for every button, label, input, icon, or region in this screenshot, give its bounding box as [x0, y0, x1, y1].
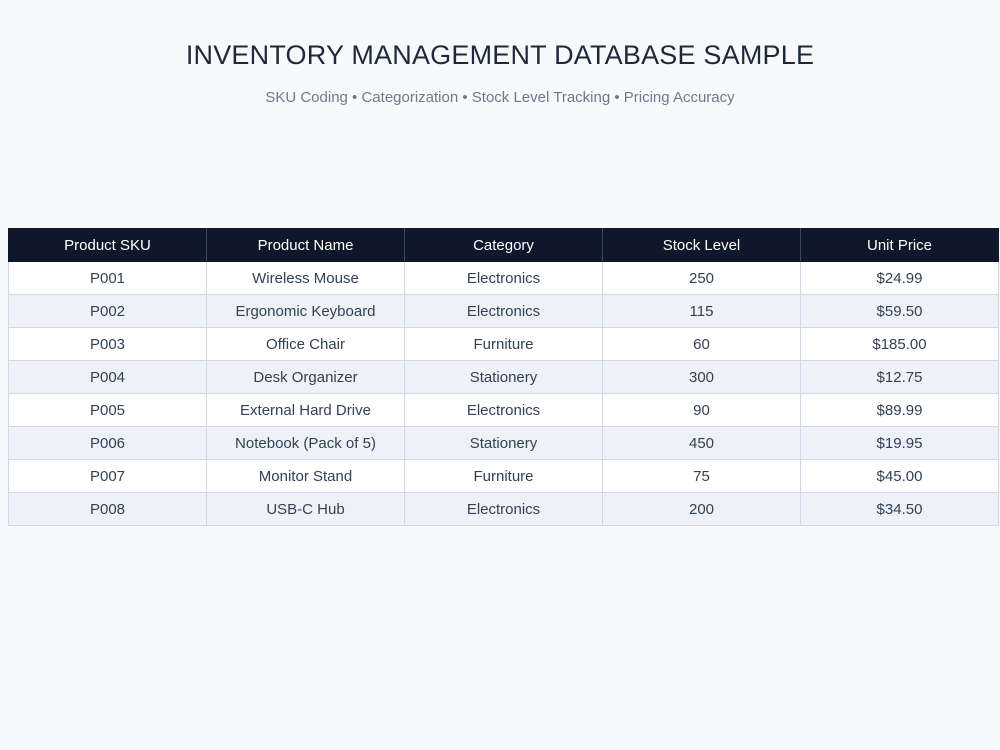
cell-stock: 60 — [602, 327, 801, 361]
cell-stock: 75 — [602, 459, 801, 493]
cell-name: External Hard Drive — [206, 393, 405, 427]
cell-stock: 115 — [602, 294, 801, 328]
cell-category: Electronics — [404, 261, 603, 295]
cell-price: $45.00 — [800, 459, 999, 493]
page-subtitle: SKU Coding • Categorization • Stock Leve… — [265, 89, 735, 106]
table-row: P006 Notebook (Pack of 5) Stationery 450… — [8, 426, 999, 460]
cell-name: Monitor Stand — [206, 459, 405, 493]
cell-sku: P003 — [8, 327, 207, 361]
cell-stock: 300 — [602, 360, 801, 394]
cell-price: $59.50 — [800, 294, 999, 328]
column-header-sku: Product SKU — [8, 228, 207, 262]
cell-sku: P008 — [8, 492, 207, 526]
cell-stock: 250 — [602, 261, 801, 295]
cell-price: $24.99 — [800, 261, 999, 295]
cell-stock: 450 — [602, 426, 801, 460]
column-header-name: Product Name — [206, 228, 405, 262]
cell-name: Notebook (Pack of 5) — [206, 426, 405, 460]
cell-category: Electronics — [404, 393, 603, 427]
table-row: P002 Ergonomic Keyboard Electronics 115 … — [8, 294, 999, 328]
table-header-row: Product SKU Product Name Category Stock … — [8, 228, 999, 262]
inventory-table: Product SKU Product Name Category Stock … — [8, 228, 999, 526]
table-row: P004 Desk Organizer Stationery 300 $12.7… — [8, 360, 999, 394]
cell-sku: P006 — [8, 426, 207, 460]
cell-name: Wireless Mouse — [206, 261, 405, 295]
cell-price: $89.99 — [800, 393, 999, 427]
cell-sku: P004 — [8, 360, 207, 394]
cell-price: $12.75 — [800, 360, 999, 394]
table-row: P008 USB-C Hub Electronics 200 $34.50 — [8, 492, 999, 526]
cell-category: Furniture — [404, 459, 603, 493]
table-row: P003 Office Chair Furniture 60 $185.00 — [8, 327, 999, 361]
column-header-stock: Stock Level — [602, 228, 801, 262]
table-row: P001 Wireless Mouse Electronics 250 $24.… — [8, 261, 999, 295]
cell-stock: 90 — [602, 393, 801, 427]
cell-price: $19.95 — [800, 426, 999, 460]
cell-name: Desk Organizer — [206, 360, 405, 394]
cell-name: Office Chair — [206, 327, 405, 361]
cell-price: $185.00 — [800, 327, 999, 361]
cell-name: Ergonomic Keyboard — [206, 294, 405, 328]
cell-category: Electronics — [404, 492, 603, 526]
table-row: P005 External Hard Drive Electronics 90 … — [8, 393, 999, 427]
cell-price: $34.50 — [800, 492, 999, 526]
cell-sku: P007 — [8, 459, 207, 493]
cell-category: Stationery — [404, 426, 603, 460]
cell-category: Stationery — [404, 360, 603, 394]
cell-sku: P005 — [8, 393, 207, 427]
page-title: INVENTORY MANAGEMENT DATABASE SAMPLE — [185, 40, 815, 70]
cell-category: Electronics — [404, 294, 603, 328]
cell-name: USB-C Hub — [206, 492, 405, 526]
cell-sku: P001 — [8, 261, 207, 295]
cell-sku: P002 — [8, 294, 207, 328]
cell-category: Furniture — [404, 327, 603, 361]
column-header-category: Category — [404, 228, 603, 262]
table-row: P007 Monitor Stand Furniture 75 $45.00 — [8, 459, 999, 493]
cell-stock: 200 — [602, 492, 801, 526]
column-header-price: Unit Price — [800, 228, 999, 262]
